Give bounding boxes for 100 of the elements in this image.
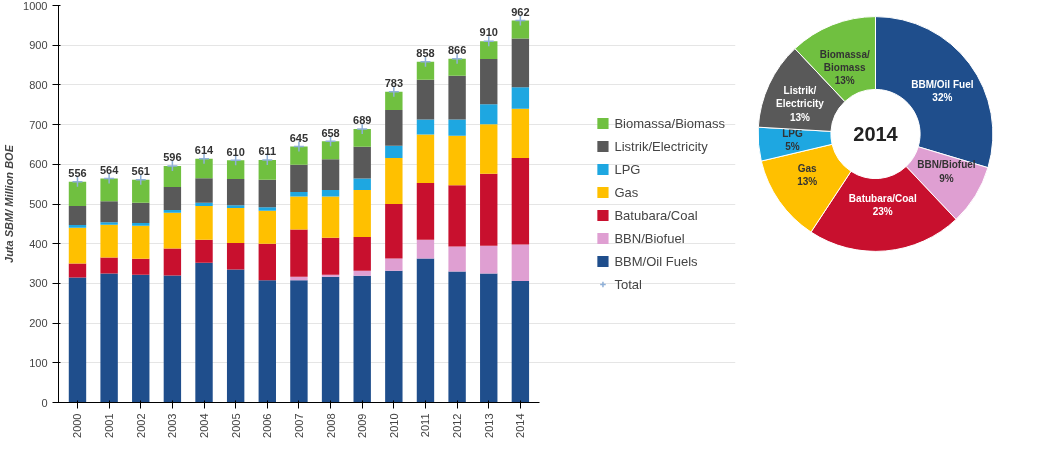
bar — [511, 38, 530, 88]
x-tick-label: 2009 — [356, 413, 369, 438]
slice-label: Listrik/ Electricity — [776, 85, 825, 110]
bar — [353, 275, 371, 403]
point — [71, 176, 84, 188]
bar — [448, 58, 466, 76]
data-label: 13% — [834, 75, 855, 87]
point — [419, 56, 432, 68]
bar — [226, 242, 245, 270]
bar — [353, 236, 371, 271]
bar — [511, 244, 530, 282]
x-tick-label: 2002 — [134, 413, 147, 438]
bar — [163, 186, 182, 210]
bar — [132, 202, 150, 224]
slice-label: BBN/Biofuel — [917, 159, 976, 171]
legend-label: BBN/Biofuel — [614, 230, 685, 246]
total-label: 866 — [447, 43, 467, 56]
bar — [290, 164, 308, 193]
x-tick-label: 2000 — [71, 413, 84, 438]
bar — [226, 207, 245, 243]
x-tick-label: 2013 — [482, 413, 495, 438]
bar — [416, 239, 435, 259]
bar — [385, 270, 403, 403]
legend-label: Biomassa/Biomass — [614, 115, 725, 131]
data-label: 13% — [797, 176, 818, 188]
y-tick-label: 900 — [29, 39, 48, 52]
total-label: 783 — [384, 76, 404, 89]
bar — [321, 141, 340, 160]
y-tick-label: 500 — [29, 198, 48, 210]
bar — [132, 225, 150, 259]
bar — [448, 119, 466, 136]
bar — [480, 41, 498, 60]
slice-label: BBM/Oil Fuel — [911, 79, 974, 91]
bar — [68, 227, 87, 264]
bar — [226, 205, 245, 208]
bar — [68, 277, 87, 403]
bar — [385, 91, 403, 110]
bar — [321, 159, 340, 191]
legend-label: Listrik/Electricity — [614, 138, 708, 154]
bar — [480, 104, 498, 125]
x-tick-label: 2005 — [229, 413, 242, 438]
total-label: 610 — [226, 145, 245, 158]
bar — [132, 223, 150, 226]
bar — [480, 173, 498, 246]
bar — [163, 209, 182, 213]
bar — [100, 224, 118, 258]
bar — [68, 263, 87, 278]
y-tick-label: 0 — [41, 396, 48, 409]
bar — [511, 20, 530, 39]
bar — [480, 124, 498, 174]
bar — [290, 280, 308, 403]
legend-label: LPG — [614, 161, 641, 177]
slice-label: LPG — [782, 128, 803, 140]
bar — [353, 190, 371, 237]
bar — [448, 271, 466, 403]
bar — [195, 239, 213, 263]
bar — [68, 225, 87, 228]
slice-label: Gas — [797, 162, 818, 174]
bar — [68, 181, 87, 206]
bar — [290, 192, 308, 197]
bar — [416, 119, 435, 135]
text: 2014 — [853, 123, 899, 145]
bar — [258, 207, 276, 211]
x-tick-label: 2008 — [324, 413, 337, 438]
slice-label: Batubara/Coal — [848, 193, 917, 205]
bar — [132, 274, 150, 403]
bar — [226, 178, 245, 206]
total-label: 564 — [99, 163, 120, 176]
x-tick-label: 2012 — [451, 413, 464, 438]
y-tick-label: 800 — [29, 78, 48, 91]
bar — [416, 79, 435, 120]
total-label: 614 — [194, 143, 215, 156]
point — [166, 160, 179, 172]
y-axis-title: Juta SBM/ Million BOE — [3, 144, 16, 263]
bar — [100, 201, 118, 223]
bar — [448, 135, 466, 186]
bar — [290, 146, 308, 165]
y-tick-label: 200 — [29, 317, 48, 330]
bar — [511, 108, 530, 158]
bar — [353, 146, 371, 179]
slice-label: Biomassa/ Biomass — [819, 48, 870, 74]
legend-label: BBM/Oil Fuels — [614, 253, 698, 269]
total-label: 689 — [353, 114, 372, 127]
bar — [416, 182, 435, 240]
bar — [100, 222, 118, 225]
bar — [226, 269, 245, 403]
data-label: 5% — [785, 141, 800, 153]
bar — [385, 145, 403, 158]
bar — [448, 185, 466, 247]
legend-label: Gas — [614, 184, 639, 200]
data-label: 23% — [872, 206, 893, 218]
total-label: 561 — [131, 165, 150, 178]
x-tick-label: 2006 — [261, 413, 274, 438]
point — [482, 35, 495, 47]
bar — [100, 273, 118, 403]
bar — [195, 202, 213, 206]
point — [261, 154, 274, 166]
bar — [353, 270, 371, 276]
bar — [416, 61, 435, 80]
total-label: 858 — [416, 47, 435, 60]
